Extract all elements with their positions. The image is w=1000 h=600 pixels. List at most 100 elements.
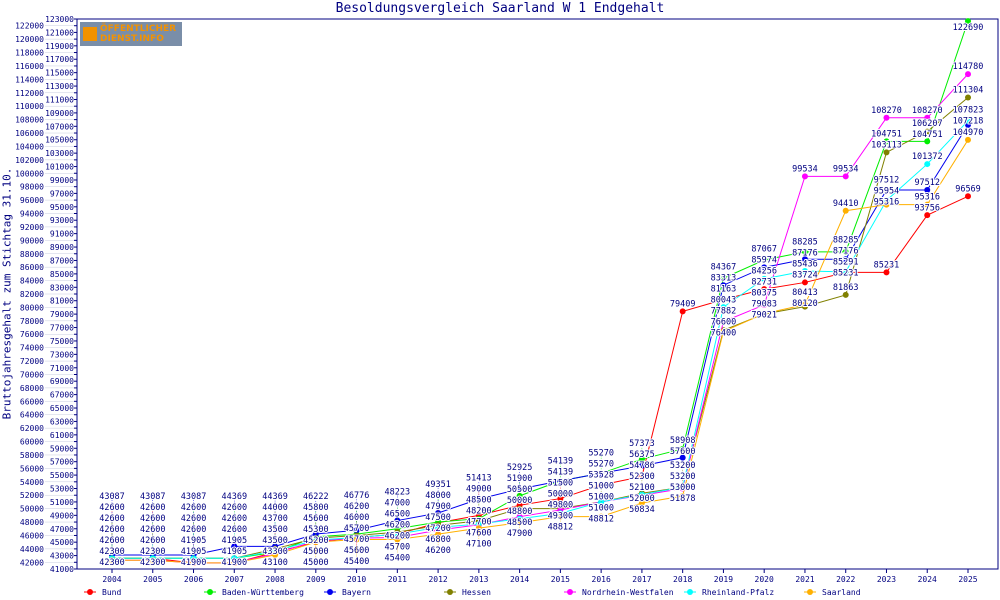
data-label: 45000: [303, 547, 329, 557]
x-tick-label: 2024: [918, 575, 937, 584]
data-label: 41900: [221, 558, 247, 568]
legend-entry: Bayern: [342, 588, 371, 597]
y-tick-label: 58000: [20, 451, 44, 460]
data-point: [801, 267, 808, 274]
data-point: [720, 282, 727, 289]
data-label: 85231: [874, 260, 900, 270]
x-tick-label: 2025: [958, 575, 977, 584]
data-point: [801, 279, 808, 286]
data-label: 93756: [914, 203, 940, 213]
data-label: 47200: [425, 524, 451, 534]
y-tick-label: 47000: [50, 525, 74, 534]
data-label: 95316: [914, 192, 940, 202]
legend-entry: Saarland: [822, 588, 861, 597]
y-tick-label: 45000: [50, 538, 74, 547]
data-label: 41905: [181, 547, 207, 557]
data-point: [924, 138, 931, 145]
y-tick-label: 100000: [15, 169, 44, 178]
series-line-3: [112, 97, 969, 559]
y-tick-label: 64000: [20, 411, 44, 420]
data-point: [679, 454, 686, 461]
data-label: 48200: [466, 507, 492, 517]
legend-swatch-marker: [687, 589, 693, 595]
y-tick-label: 90000: [20, 236, 44, 245]
data-point: [965, 193, 971, 200]
data-label: 42600: [181, 514, 207, 524]
data-label: 45600: [303, 514, 329, 524]
data-point: [924, 186, 931, 193]
data-label: 104751: [912, 130, 943, 140]
legend-swatch-marker: [327, 589, 333, 595]
logo: ÖFFENTLICHER DIENST.INFO: [80, 22, 182, 46]
data-label: 51000: [588, 481, 614, 491]
data-label: 103113: [871, 140, 902, 150]
x-tick-label: 2013: [469, 575, 488, 584]
data-label: 48812: [588, 514, 614, 524]
data-label: 58908: [670, 436, 696, 446]
data-point: [924, 201, 931, 208]
data-point: [801, 248, 808, 255]
data-label: 52100: [629, 483, 655, 493]
data-point: [598, 481, 605, 488]
y-tick-label: 67000: [50, 391, 74, 400]
data-label: 45400: [385, 553, 411, 563]
y-tick-label: 52000: [20, 491, 44, 500]
data-label: 43087: [99, 492, 125, 502]
y-tick-label: 41000: [50, 565, 74, 574]
y-tick-label: 113000: [45, 82, 74, 91]
legend-swatch-marker: [87, 589, 93, 595]
data-label: 79409: [670, 299, 696, 309]
data-label: 45600: [344, 546, 370, 556]
series-line-5: [112, 120, 969, 559]
y-tick-label: 70000: [20, 370, 44, 379]
data-label: 42600: [140, 503, 166, 513]
y-tick-label: 83000: [50, 283, 74, 292]
data-label: 46776: [344, 491, 370, 501]
y-tick-label: 98000: [20, 183, 44, 192]
data-label: 46200: [385, 520, 411, 530]
data-label: 47500: [425, 513, 451, 523]
data-label: 43500: [262, 525, 288, 535]
data-point: [924, 128, 931, 135]
y-tick-label: 79000: [50, 310, 74, 319]
y-tick-label: 116000: [15, 62, 44, 71]
data-label: 80413: [792, 288, 818, 298]
data-point: [965, 94, 971, 101]
x-tick-label: 2012: [428, 575, 447, 584]
data-label: 44369: [262, 492, 288, 502]
y-tick-label: 109000: [45, 109, 74, 118]
y-tick-label: 86000: [20, 263, 44, 272]
data-label: 49351: [425, 480, 451, 490]
data-label: 53000: [670, 483, 696, 493]
data-label: 42600: [181, 525, 207, 535]
legend-entry: Bund: [102, 588, 121, 597]
data-label: 82731: [751, 278, 777, 288]
data-label: 57600: [670, 447, 696, 457]
x-tick-label: 2022: [836, 575, 855, 584]
x-tick-label: 2018: [673, 575, 692, 584]
x-tick-label: 2016: [592, 575, 611, 584]
data-label: 48500: [466, 496, 492, 506]
data-label: 48000: [425, 491, 451, 501]
data-label: 50500: [507, 485, 533, 495]
y-tick-label: 85000: [50, 270, 74, 279]
data-label: 107218: [953, 116, 984, 126]
data-label: 46500: [385, 509, 411, 519]
x-tick-label: 2009: [306, 575, 325, 584]
logo-text: ÖFFENTLICHER DIENST.INFO: [100, 24, 177, 44]
data-label: 49800: [548, 500, 574, 510]
y-tick-label: 108000: [15, 116, 44, 125]
data-label: 51000: [588, 503, 614, 513]
y-tick-label: 115000: [45, 69, 74, 78]
data-label: 45000: [303, 558, 329, 568]
data-label: 49000: [466, 485, 492, 495]
data-label: 45400: [344, 557, 370, 567]
data-point: [801, 256, 808, 263]
data-label: 84256: [751, 267, 777, 277]
x-tick-label: 2021: [795, 575, 814, 584]
x-tick-label: 2005: [143, 575, 162, 584]
data-label: 95954: [874, 186, 900, 196]
y-tick-label: 103000: [45, 149, 74, 158]
logo-mark-icon: [83, 27, 97, 41]
y-tick-label: 44000: [20, 545, 44, 554]
